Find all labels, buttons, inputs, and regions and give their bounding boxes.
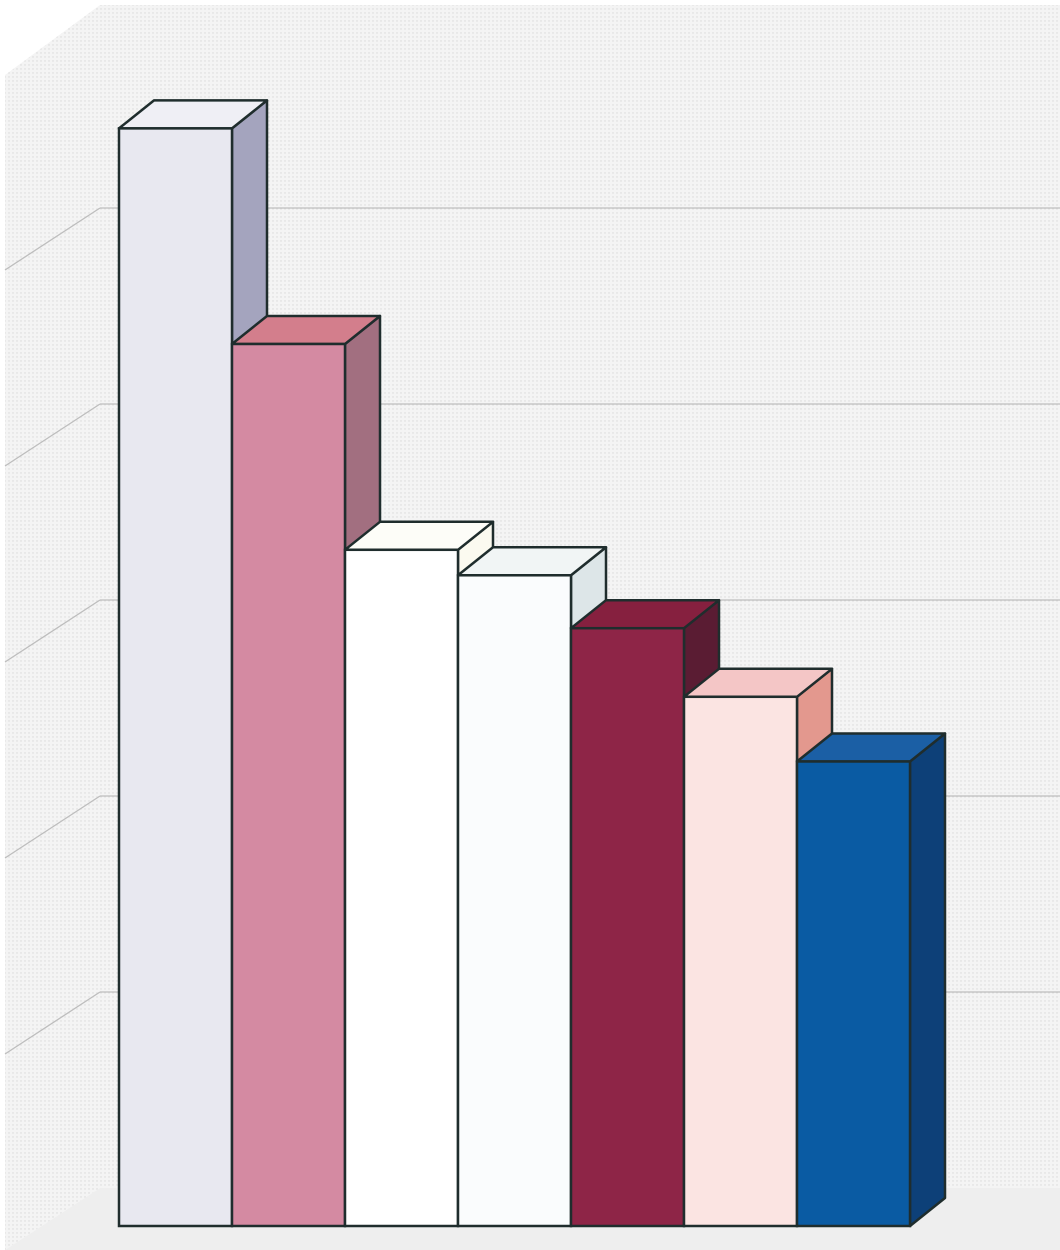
gridline-side <box>4 403 101 467</box>
bar-front <box>117 127 234 1228</box>
bar-front <box>343 548 460 1228</box>
gridline-side <box>4 795 101 859</box>
bar-front <box>569 626 686 1228</box>
bar-front <box>456 574 573 1228</box>
bar <box>795 732 947 1228</box>
bars <box>117 99 947 1228</box>
bar-front <box>230 342 347 1228</box>
gridline-side <box>4 991 101 1055</box>
bar-side <box>908 732 947 1228</box>
side-wall <box>5 5 100 1250</box>
gridline-side <box>4 207 101 271</box>
bar-front <box>795 760 912 1228</box>
bar-front <box>682 695 799 1228</box>
gridline-side <box>4 599 101 663</box>
